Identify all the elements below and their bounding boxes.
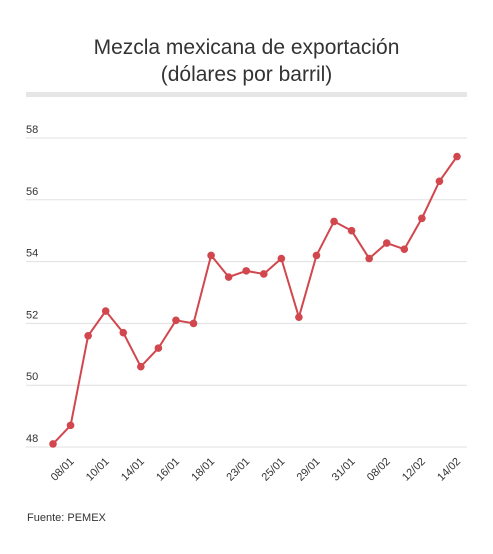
data-point-0	[49, 440, 57, 448]
chart-title: Mezcla mexicana de exportación (dólares …	[0, 34, 493, 88]
data-point-14	[295, 313, 303, 322]
y-tick-label-58: 58	[26, 124, 38, 136]
data-point-19	[382, 239, 391, 247]
data-point-23	[453, 152, 461, 161]
data-point-17	[347, 226, 356, 235]
data-point-2	[84, 331, 92, 340]
data-point-1	[66, 421, 75, 430]
x-tick-label-31-01: 31/01	[330, 456, 358, 484]
data-point-16	[330, 217, 338, 226]
x-tick-label-08-01: 08/01	[49, 456, 77, 484]
chart-title-line-1: Mezcla mexicana de exportación	[93, 36, 400, 59]
y-tick-label-48: 48	[26, 433, 38, 445]
x-tick-label-14-01: 14/01	[119, 456, 147, 484]
y-tick-label-56: 56	[26, 186, 38, 198]
x-tick-label-14-02: 14/02	[435, 456, 463, 484]
data-point-12	[259, 270, 268, 278]
x-tick-label-12-02: 12/02	[400, 456, 428, 484]
y-tick-label-50: 50	[26, 371, 38, 383]
y-tick-label-54: 54	[26, 248, 38, 260]
data-point-21	[418, 214, 426, 223]
source-note: Fuente: PEMEX	[27, 512, 106, 524]
data-point-20	[400, 245, 409, 254]
y-tick-label-52: 52	[26, 309, 38, 321]
data-point-3	[101, 307, 110, 315]
data-point-15	[312, 251, 321, 260]
data-point-9	[207, 251, 215, 260]
x-tick-label-08-02: 08/02	[365, 456, 393, 484]
data-point-8	[189, 319, 198, 328]
data-point-11	[242, 267, 251, 275]
x-tick-label-25-01: 25/01	[260, 456, 288, 484]
x-tick-label-23-01: 23/01	[224, 456, 252, 484]
data-point-6	[154, 344, 163, 352]
x-tick-label-10-01: 10/01	[84, 456, 112, 484]
data-point-5	[137, 362, 145, 371]
data-point-22	[435, 177, 444, 186]
data-point-4	[119, 328, 128, 337]
x-tick-label-29-01: 29/01	[295, 456, 323, 484]
data-point-10	[224, 273, 233, 281]
data-point-13	[277, 254, 286, 263]
data-point-18	[365, 254, 373, 263]
x-tick-label-18-01: 18/01	[189, 456, 217, 484]
title-divider	[26, 92, 467, 97]
chart-title-line-2: (dólares por barril)	[160, 63, 333, 86]
data-point-7	[172, 316, 180, 325]
x-tick-label-16-01: 16/01	[154, 456, 182, 484]
